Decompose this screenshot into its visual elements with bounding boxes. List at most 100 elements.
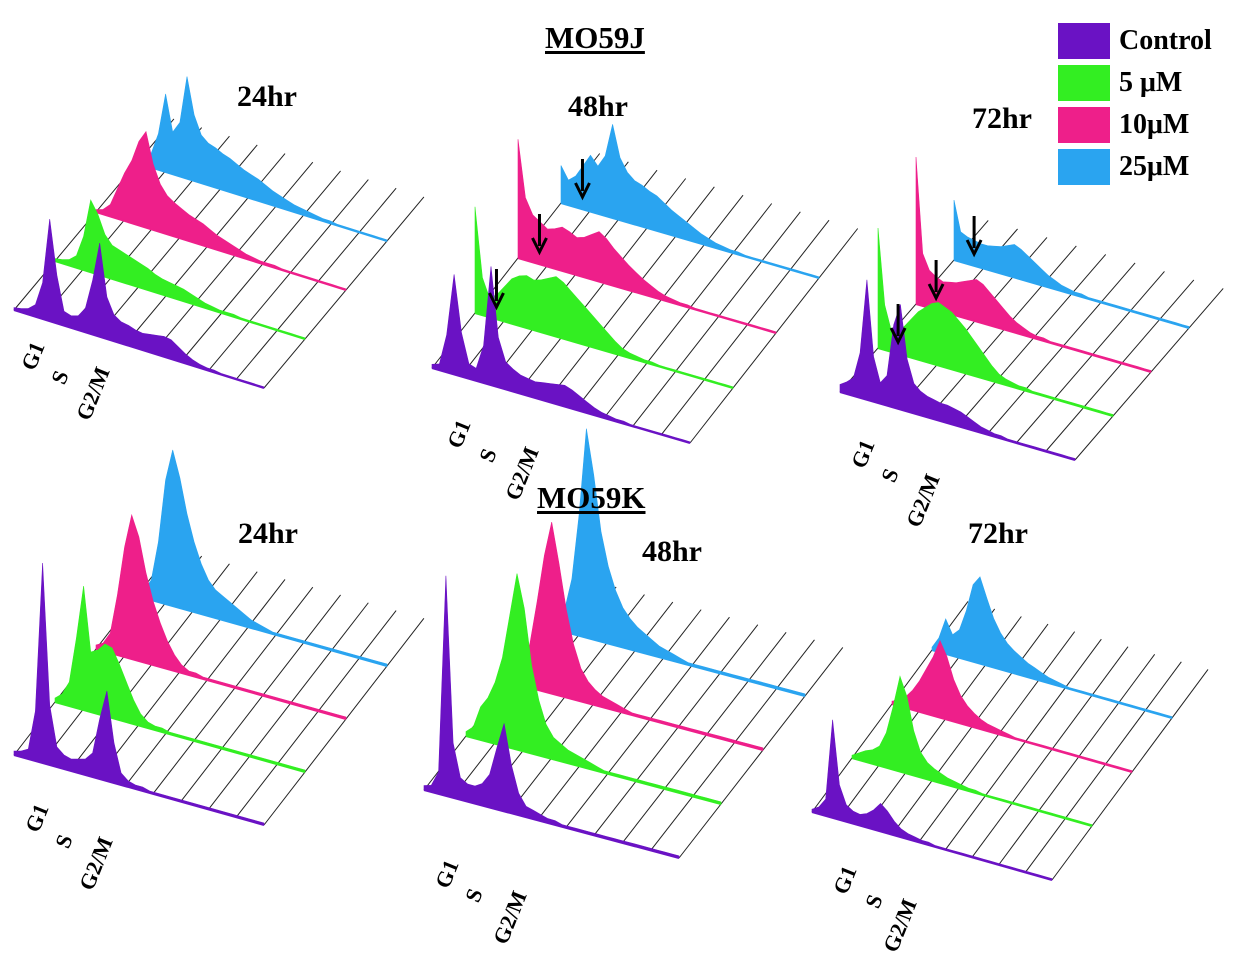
histogram-series — [465, 573, 722, 805]
arrow-head — [531, 237, 548, 256]
grid-line — [632, 211, 801, 427]
down-arrow-icon — [927, 260, 945, 302]
histogram-series — [560, 124, 820, 279]
histogram-panel — [839, 156, 1224, 461]
grid-line — [1045, 279, 1195, 452]
histogram-panel — [13, 449, 425, 826]
legend-label: Control — [1119, 25, 1212, 56]
histogram-series — [811, 719, 1053, 881]
down-arrow-icon — [531, 214, 548, 256]
panel-time-label: 72hr — [972, 102, 1032, 135]
grid-line — [918, 631, 1076, 843]
histogram-series — [13, 219, 265, 389]
series-baseline — [811, 811, 1053, 881]
legend-label: 10μM — [1119, 109, 1190, 140]
histogram-series — [431, 266, 691, 444]
grid-line — [621, 631, 787, 844]
grid-line — [660, 219, 830, 435]
grid-line — [235, 610, 397, 818]
series-baseline — [95, 648, 347, 720]
series-baseline — [931, 649, 1173, 719]
grid-line — [536, 609, 702, 821]
grid-line — [574, 194, 744, 410]
grid-line — [971, 646, 1129, 858]
panel-time-label: 48hr — [568, 90, 628, 123]
series-baseline — [95, 211, 347, 291]
grid-line — [263, 196, 425, 389]
histogram-panel — [13, 76, 425, 389]
arrow-head — [927, 283, 945, 302]
grid-line — [208, 179, 369, 371]
series-baseline — [560, 202, 820, 279]
histogram-series — [851, 675, 1093, 827]
grid-line — [235, 187, 397, 380]
arrow-head — [889, 327, 907, 346]
histogram-series — [136, 76, 388, 242]
legend: Control 5 μM 10μM 25μM — [1058, 20, 1212, 188]
histogram-series — [549, 428, 806, 697]
histogram-series — [95, 513, 347, 720]
grid-line — [603, 203, 773, 419]
title-mo59j: MO59J — [545, 20, 645, 55]
title-mo59k: MO59K — [537, 480, 646, 515]
histogram-series — [507, 522, 764, 751]
legend-label: 25μM — [1119, 151, 1190, 182]
panel-time-label: 24hr — [237, 80, 297, 113]
series-baseline — [851, 757, 1093, 827]
series-baseline — [549, 627, 806, 697]
series-baseline — [891, 703, 1133, 773]
arrow-head — [965, 239, 983, 258]
legend-item: 5 μM — [1058, 62, 1212, 104]
legend-item: 25μM — [1058, 146, 1212, 188]
grid-line — [689, 228, 859, 444]
panel-time-label: 24hr — [238, 517, 298, 550]
grid-line — [593, 624, 759, 836]
down-arrow-icon — [889, 304, 907, 346]
panel-time-label: 72hr — [968, 517, 1028, 550]
legend-swatch — [1058, 65, 1110, 101]
down-arrow-icon — [574, 159, 591, 201]
legend-label: 5 μM — [1119, 67, 1183, 98]
series-baseline — [431, 367, 691, 444]
series-baseline — [915, 303, 1152, 373]
histogram-series — [95, 130, 347, 291]
series-baseline — [54, 701, 306, 773]
grid-line — [1015, 271, 1165, 444]
figure: MO59J MO59K 24hr 48hr 72hr 24hr 48hr 72h… — [13, 20, 1224, 956]
grid-line — [927, 245, 1077, 418]
histogram-series — [877, 227, 1114, 417]
grid-line — [998, 653, 1156, 866]
grid-line — [180, 594, 341, 802]
grid-line — [263, 617, 425, 826]
grid-line — [944, 638, 1102, 851]
grid-line — [565, 616, 730, 829]
series-baseline — [474, 312, 734, 389]
grid-line — [152, 161, 314, 354]
grid-line — [957, 254, 1107, 427]
grid-line — [1074, 288, 1224, 461]
histogram-series — [891, 639, 1133, 773]
series-baseline — [13, 309, 265, 389]
grid-line — [1051, 669, 1209, 881]
histogram-series — [423, 575, 680, 859]
legend-swatch — [1058, 23, 1110, 59]
grid-line — [1024, 661, 1182, 873]
legend-swatch — [1058, 149, 1110, 185]
series-baseline — [953, 259, 1190, 329]
histogram-series — [915, 156, 1152, 373]
histogram-series — [931, 576, 1173, 719]
grid-line — [180, 170, 341, 363]
series-baseline — [517, 257, 777, 334]
legend-swatch — [1058, 107, 1110, 143]
series-baseline — [423, 789, 680, 859]
grid-line — [678, 647, 844, 859]
histogram-panel — [431, 124, 859, 444]
legend-item: 10μM — [1058, 104, 1212, 146]
legend-item: Control — [1058, 20, 1212, 62]
histogram-panel — [423, 428, 844, 859]
series-baseline — [877, 347, 1114, 417]
histogram-series — [136, 449, 388, 667]
histogram-series — [474, 206, 734, 389]
histogram-series — [953, 199, 1190, 329]
arrow-head — [574, 182, 591, 201]
